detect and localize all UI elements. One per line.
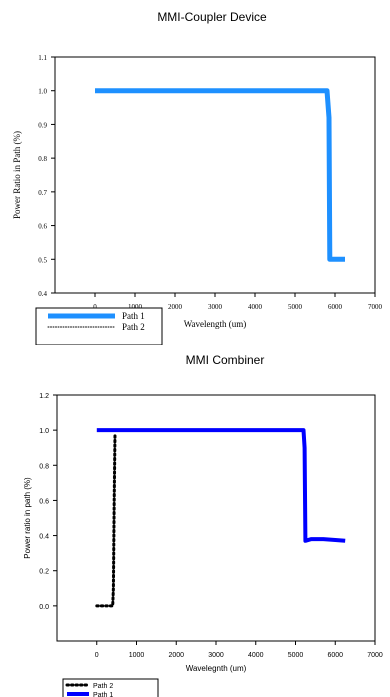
y-tick-label: 0.8	[39, 463, 49, 470]
y-axis-label: Power Ratio in Path (%)	[12, 131, 22, 219]
y-tick-label: 0.0	[39, 604, 49, 611]
chart-mmi-coupler: MMI-Coupler Device 0.4 0.5 0.6 0.7 0.8 0.9 1.0 1…	[0, 0, 390, 345]
x-tick-label: 5000	[288, 652, 304, 659]
x-axis-label: Wavelegnth (um)	[186, 664, 247, 673]
chart-mmi-combiner: MMI Combiner 0.0 0.2 0.4 0.6 0.8 1.0 1.2 0 1000 20…	[0, 345, 390, 697]
y-tick-label: 0.5	[38, 256, 47, 264]
x-tick-label: 2000	[168, 303, 183, 311]
x-tick-label: 4000	[248, 303, 263, 311]
y-tick-label: 0.6	[39, 498, 49, 505]
x-axis-label: Wavelength (um)	[184, 319, 247, 329]
x-tick-label: 3000	[208, 303, 223, 311]
chart-mmi-coupler-svg: MMI-Coupler Device 0.4 0.5 0.6 0.7 0.8 0.9 1.0 1…	[12, 10, 383, 345]
y-tick-label: 0.9	[38, 121, 47, 129]
x-tick-label: 5000	[288, 303, 303, 311]
x-tick-label: 6000	[327, 652, 343, 659]
legend-label: Path 1	[122, 311, 145, 321]
y-tick-label: 0.4	[38, 290, 47, 298]
y-tick-label: 1.0	[38, 88, 47, 96]
x-tick-label: 6000	[328, 303, 343, 311]
y-tick-label: 1.1	[38, 54, 47, 62]
x-tick-label: 2000	[168, 652, 184, 659]
legend-label: Path 2	[93, 683, 113, 690]
x-tick-label: 0	[93, 303, 97, 311]
x-tick-label: 1000	[128, 303, 143, 311]
legend-label: Path 2	[122, 322, 145, 332]
y-tick-label: 0.2	[39, 569, 49, 576]
y-tick-label: 0.6	[38, 223, 47, 231]
x-tick-label: 7000	[368, 303, 383, 311]
y-tick-label: 0.4	[39, 534, 49, 541]
x-tick-label: 3000	[208, 652, 224, 659]
y-tick-label: 1.2	[39, 393, 49, 400]
x-tick-label: 7000	[367, 652, 383, 659]
legend-label: Path 1	[93, 692, 113, 697]
chart-title: MMI Combiner	[186, 353, 265, 367]
y-axis-label: Power ratio in path (%)	[23, 477, 32, 559]
x-tick-label: 0	[95, 652, 99, 659]
x-tick-label: 4000	[248, 652, 264, 659]
y-tick-label: 0.8	[38, 155, 47, 163]
chart-mmi-combiner-svg: MMI Combiner 0.0 0.2 0.4 0.6 0.8 1.0 1.2 0 1000 20…	[23, 353, 383, 697]
x-tick-label: 1000	[129, 652, 145, 659]
series-line-path-1	[96, 428, 346, 543]
series-line-path-1	[95, 88, 345, 262]
y-tick-label: 1.0	[39, 428, 49, 435]
chart-title: MMI-Coupler Device	[157, 10, 267, 24]
y-tick-label: 0.7	[38, 189, 47, 197]
series-line-path-2	[95, 432, 117, 608]
